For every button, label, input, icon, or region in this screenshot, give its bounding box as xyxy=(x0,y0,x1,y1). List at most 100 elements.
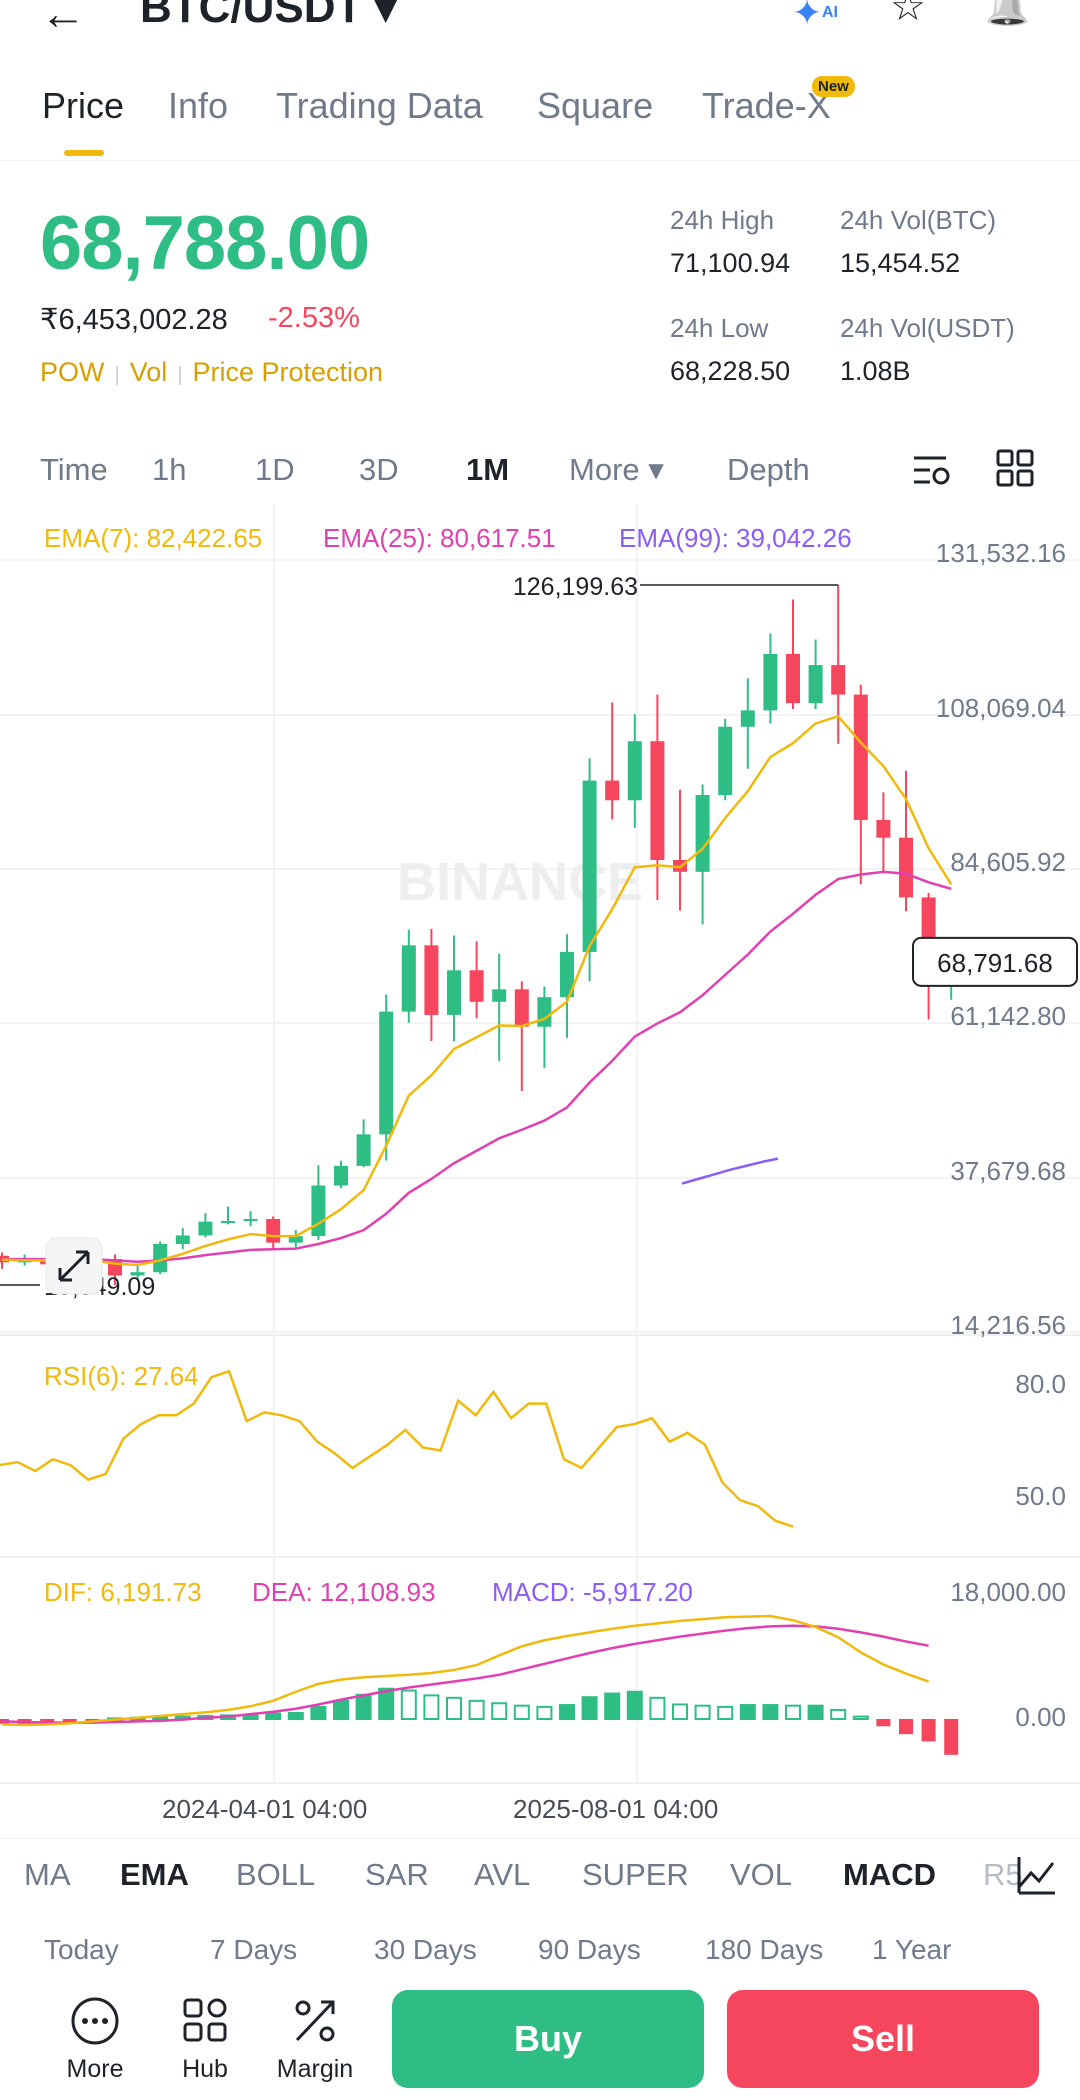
depth-tab[interactable]: Depth xyxy=(727,452,810,487)
margin-button[interactable]: Margin xyxy=(265,1992,365,2084)
indicator-ema[interactable]: EMA xyxy=(120,1857,189,1892)
buy-button[interactable]: Buy xyxy=(392,1990,704,2088)
candle[interactable] xyxy=(243,1219,258,1222)
indicator-macd[interactable]: MACD xyxy=(843,1857,936,1892)
candle[interactable] xyxy=(718,726,733,796)
candle[interactable] xyxy=(650,741,665,861)
candle[interactable] xyxy=(447,970,461,1015)
back-arrow-icon[interactable]: ← xyxy=(40,0,86,39)
ai-icon[interactable]: ✦ xyxy=(792,0,823,33)
more-button[interactable]: More xyxy=(45,1992,145,2084)
pair-selector[interactable]: BTC/USDT ▾ xyxy=(140,0,397,32)
candle[interactable] xyxy=(288,1236,303,1243)
candle[interactable] xyxy=(695,795,710,872)
price-change: -2.53% xyxy=(268,302,360,334)
tab-square[interactable]: Square xyxy=(537,85,654,126)
timeframe-more[interactable]: More ▾ xyxy=(569,452,664,487)
dif-legend: DIF: 6,191.73 xyxy=(44,1577,202,1607)
candle[interactable] xyxy=(356,1134,371,1166)
candle[interactable] xyxy=(334,1165,348,1186)
more-icon xyxy=(71,1997,119,2045)
candle[interactable] xyxy=(198,1221,213,1236)
timeframe-1h[interactable]: 1h xyxy=(152,452,187,487)
candle[interactable] xyxy=(740,710,755,727)
candle[interactable] xyxy=(560,951,574,998)
candle[interactable] xyxy=(311,1185,326,1237)
tag-vol[interactable]: Vol xyxy=(129,357,168,387)
indicator-sar[interactable]: SAR xyxy=(365,1857,429,1892)
candle[interactable] xyxy=(831,665,846,695)
candle[interactable] xyxy=(808,665,823,704)
candle[interactable] xyxy=(537,997,552,1027)
period-1y[interactable]: 1 Year xyxy=(872,1934,952,1965)
period-30d[interactable]: 30 Days xyxy=(374,1934,477,1965)
tab-trade-x[interactable]: Trade-X xyxy=(702,85,831,126)
rsi-legend: RSI(6): 27.64 xyxy=(44,1361,199,1391)
period-180d[interactable]: 180 Days xyxy=(705,1934,824,1965)
kline-chart[interactable]: BINANCE EMA(7): 82,422.65 EMA(25): 80,61… xyxy=(0,505,1080,1830)
grid-layout-icon[interactable] xyxy=(995,448,1037,490)
candle[interactable] xyxy=(401,945,416,1012)
timeframe-time[interactable]: Time xyxy=(40,452,108,487)
timeframe-bar: Time 1h 1D 3D 1M More ▾ Depth xyxy=(0,440,1080,500)
indicator-ma[interactable]: MA xyxy=(24,1857,71,1892)
timeframe-1m[interactable]: 1M xyxy=(466,452,510,487)
chart-svg[interactable]: BINANCE EMA(7): 82,422.65 EMA(25): 80,61… xyxy=(0,505,1080,1830)
tag-price-protection[interactable]: Price Protection xyxy=(192,357,384,387)
top-bar: ← BTC/USDT ▾ ✦ AI ☆ 🔔 xyxy=(0,0,1080,50)
hub-label: Hub xyxy=(182,2055,228,2083)
candle[interactable] xyxy=(469,970,484,1002)
candle[interactable] xyxy=(424,945,439,1015)
candle[interactable] xyxy=(379,1011,394,1135)
candle[interactable] xyxy=(853,694,868,820)
chart-settings-icon[interactable] xyxy=(910,450,952,490)
tab-trading-data[interactable]: Trading Data xyxy=(276,85,483,126)
hub-icon xyxy=(183,1998,227,2042)
tag-pow[interactable]: POW xyxy=(40,357,105,387)
tab-price[interactable]: Price xyxy=(42,85,125,126)
new-badge: New xyxy=(812,76,855,97)
period-90d[interactable]: 90 Days xyxy=(538,1934,641,1965)
candle[interactable] xyxy=(876,819,891,838)
tab-info[interactable]: Info xyxy=(168,85,229,126)
indicator-boll[interactable]: BOLL xyxy=(236,1857,316,1892)
macd-bar xyxy=(355,1693,372,1721)
indicator-chart-icon[interactable] xyxy=(1015,1853,1059,1897)
candle[interactable] xyxy=(175,1235,190,1244)
current-price-tag[interactable] xyxy=(912,936,1078,987)
candle[interactable] xyxy=(582,780,597,952)
timeframe-1d[interactable]: 1D xyxy=(255,452,295,487)
star-icon[interactable]: ☆ xyxy=(890,0,926,29)
hub-button[interactable]: Hub xyxy=(155,1992,255,2084)
indicator-vol[interactable]: VOL xyxy=(730,1857,793,1892)
indicator-rsi[interactable]: R5 xyxy=(983,1857,1023,1892)
sell-button[interactable]: Sell xyxy=(727,1990,1039,2088)
period-today[interactable]: Today xyxy=(44,1934,119,1965)
candle[interactable] xyxy=(153,1243,168,1273)
candle[interactable] xyxy=(627,741,642,801)
inr-price: ₹6,453,002.28 xyxy=(40,304,228,336)
indicator-super[interactable]: SUPER xyxy=(582,1857,689,1892)
timeframe-3d[interactable]: 3D xyxy=(359,452,399,487)
candle[interactable] xyxy=(605,780,620,801)
macd-bar xyxy=(468,1699,485,1721)
macd-bar xyxy=(265,1712,282,1721)
macd-bar xyxy=(333,1699,349,1721)
macd-bar xyxy=(899,1719,913,1735)
candle[interactable] xyxy=(492,989,507,1002)
candle[interactable] xyxy=(130,1272,145,1276)
last-price: 68,788.00 xyxy=(40,201,370,286)
indicator-avl[interactable]: AVL xyxy=(474,1857,531,1892)
candle[interactable] xyxy=(514,989,529,1027)
candle[interactable] xyxy=(266,1219,281,1243)
bell-icon[interactable]: 🔔 xyxy=(985,0,1030,27)
candle[interactable] xyxy=(763,653,778,711)
macd-bar xyxy=(85,1719,100,1721)
period-7d[interactable]: 7 Days xyxy=(210,1934,298,1965)
bottom-bar: More Hub Margin Buy Sell xyxy=(0,1980,1080,2100)
candle[interactable] xyxy=(899,837,913,898)
candle[interactable] xyxy=(786,653,800,704)
candle[interactable] xyxy=(221,1221,235,1223)
rsi-line xyxy=(0,1369,794,1528)
more-label: More xyxy=(66,2055,124,2083)
